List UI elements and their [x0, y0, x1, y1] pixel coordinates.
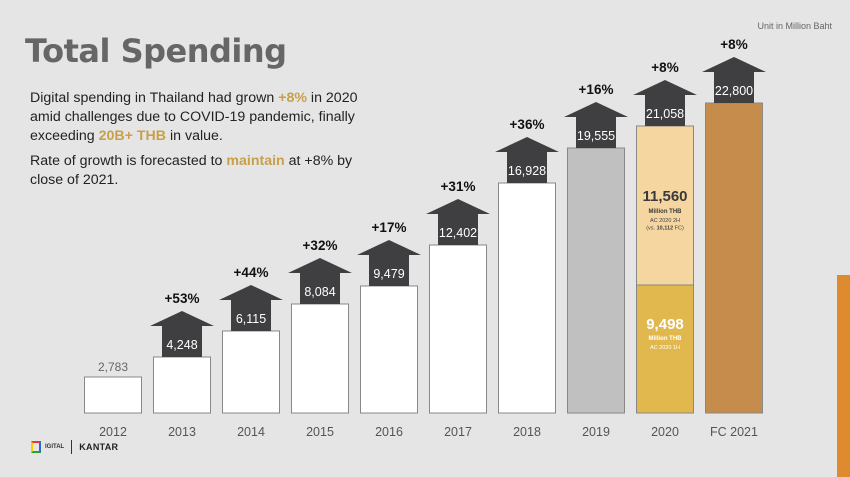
growth-arrow-icon — [495, 137, 559, 183]
bar-2013 — [153, 356, 211, 414]
x-tick-label: 2019 — [582, 425, 610, 439]
growth-arrow-icon — [633, 80, 697, 126]
growth-arrow-icon — [219, 285, 283, 331]
value-label: 6,115 — [236, 312, 266, 326]
x-tick-label: 2013 — [168, 425, 196, 439]
bar-2015 — [291, 303, 349, 414]
value-label: 8,084 — [304, 285, 335, 299]
bar-2018 — [498, 182, 556, 414]
value-label: 22,800 — [715, 84, 753, 98]
highlight-growth: +8% — [278, 90, 307, 106]
growth-label: +44% — [234, 265, 269, 280]
label-2020-2h-vs: (vs. 10,112 FC) — [646, 226, 684, 232]
label-2020-1h-unit: Million THB — [649, 336, 683, 342]
value-label: 16,928 — [508, 164, 546, 178]
growth-arrow-icon — [564, 102, 628, 148]
text-segment: Rate of growth is forecasted to — [30, 153, 227, 169]
label-2020-1h-note: AC 2020 1H — [650, 345, 680, 351]
summary-paragraph-1: Digital spending in Thailand had grown +… — [30, 89, 380, 146]
value-label: 21,058 — [646, 107, 684, 121]
summary-paragraph-2: Rate of growth is forecasted to maintain… — [30, 152, 380, 190]
growth-arrow-icon — [357, 240, 421, 286]
label-2020-2h-value: 11,560 — [642, 188, 687, 205]
x-tick-label: 2016 — [375, 425, 403, 439]
growth-label: +31% — [441, 179, 476, 194]
digital-logo-icon — [31, 441, 41, 453]
x-tick-label: 2020 — [651, 425, 679, 439]
x-tick-label: 2018 — [513, 425, 541, 439]
bar-2019 — [567, 147, 625, 414]
bar-2020-2h — [636, 125, 694, 286]
growth-label: +32% — [303, 238, 338, 253]
value-label: 12,402 — [439, 226, 477, 240]
bar-2014 — [222, 330, 280, 414]
x-tick-label: 2014 — [237, 425, 265, 439]
value-label: 2,783 — [98, 360, 128, 374]
bar-2012 — [84, 376, 142, 414]
unit-note: Unit in Million Baht — [757, 21, 832, 31]
text-segment: in value. — [166, 128, 223, 144]
text-segment: Digital spending in Thailand had grown — [30, 90, 279, 106]
bar-2020-1h — [636, 284, 694, 414]
growth-arrow-icon — [702, 57, 766, 103]
value-label: 4,248 — [166, 338, 197, 352]
x-tick-label: FC 2021 — [710, 425, 758, 439]
bar-2016 — [360, 285, 418, 414]
logo-divider — [71, 440, 73, 454]
side-accent-tab — [837, 275, 850, 477]
growth-label: +16% — [579, 82, 614, 97]
kantar-logo: KANTAR — [79, 442, 119, 452]
label-2020-2h-unit: Million THB — [649, 209, 683, 215]
footer-logos: IGITAL KANTAR — [31, 440, 118, 454]
label-2020-2h-note: AC 2020 2H — [650, 218, 680, 224]
growth-label: +8% — [651, 60, 678, 75]
text-segment: at +8% by close of 2021. — [30, 153, 353, 188]
highlight-maintain: maintain — [226, 153, 285, 169]
value-label: 9,479 — [373, 267, 404, 281]
growth-label: +17% — [372, 220, 407, 235]
growth-arrow-icon — [426, 199, 490, 245]
highlight-value: 20B+ THB — [98, 128, 167, 144]
bar-fc-2021 — [705, 102, 763, 414]
growth-arrow-icon — [150, 311, 214, 357]
x-tick-label: 2017 — [444, 425, 472, 439]
label-2020-1h-value: 9,498 — [646, 316, 684, 333]
text-segment: in 2020 amid challenges due to COVID-19 … — [30, 90, 358, 144]
growth-label: +8% — [720, 37, 747, 52]
digital-logo-text: IGITAL — [45, 444, 65, 450]
bar-2017 — [429, 244, 487, 414]
growth-arrow-icon — [288, 258, 352, 304]
value-label: 19,555 — [577, 129, 615, 143]
x-tick-label: 2015 — [306, 425, 334, 439]
growth-label: +36% — [510, 117, 545, 132]
growth-label: +53% — [165, 291, 200, 306]
x-tick-label: 2012 — [99, 425, 127, 439]
page-title: Total Spending — [25, 32, 287, 70]
